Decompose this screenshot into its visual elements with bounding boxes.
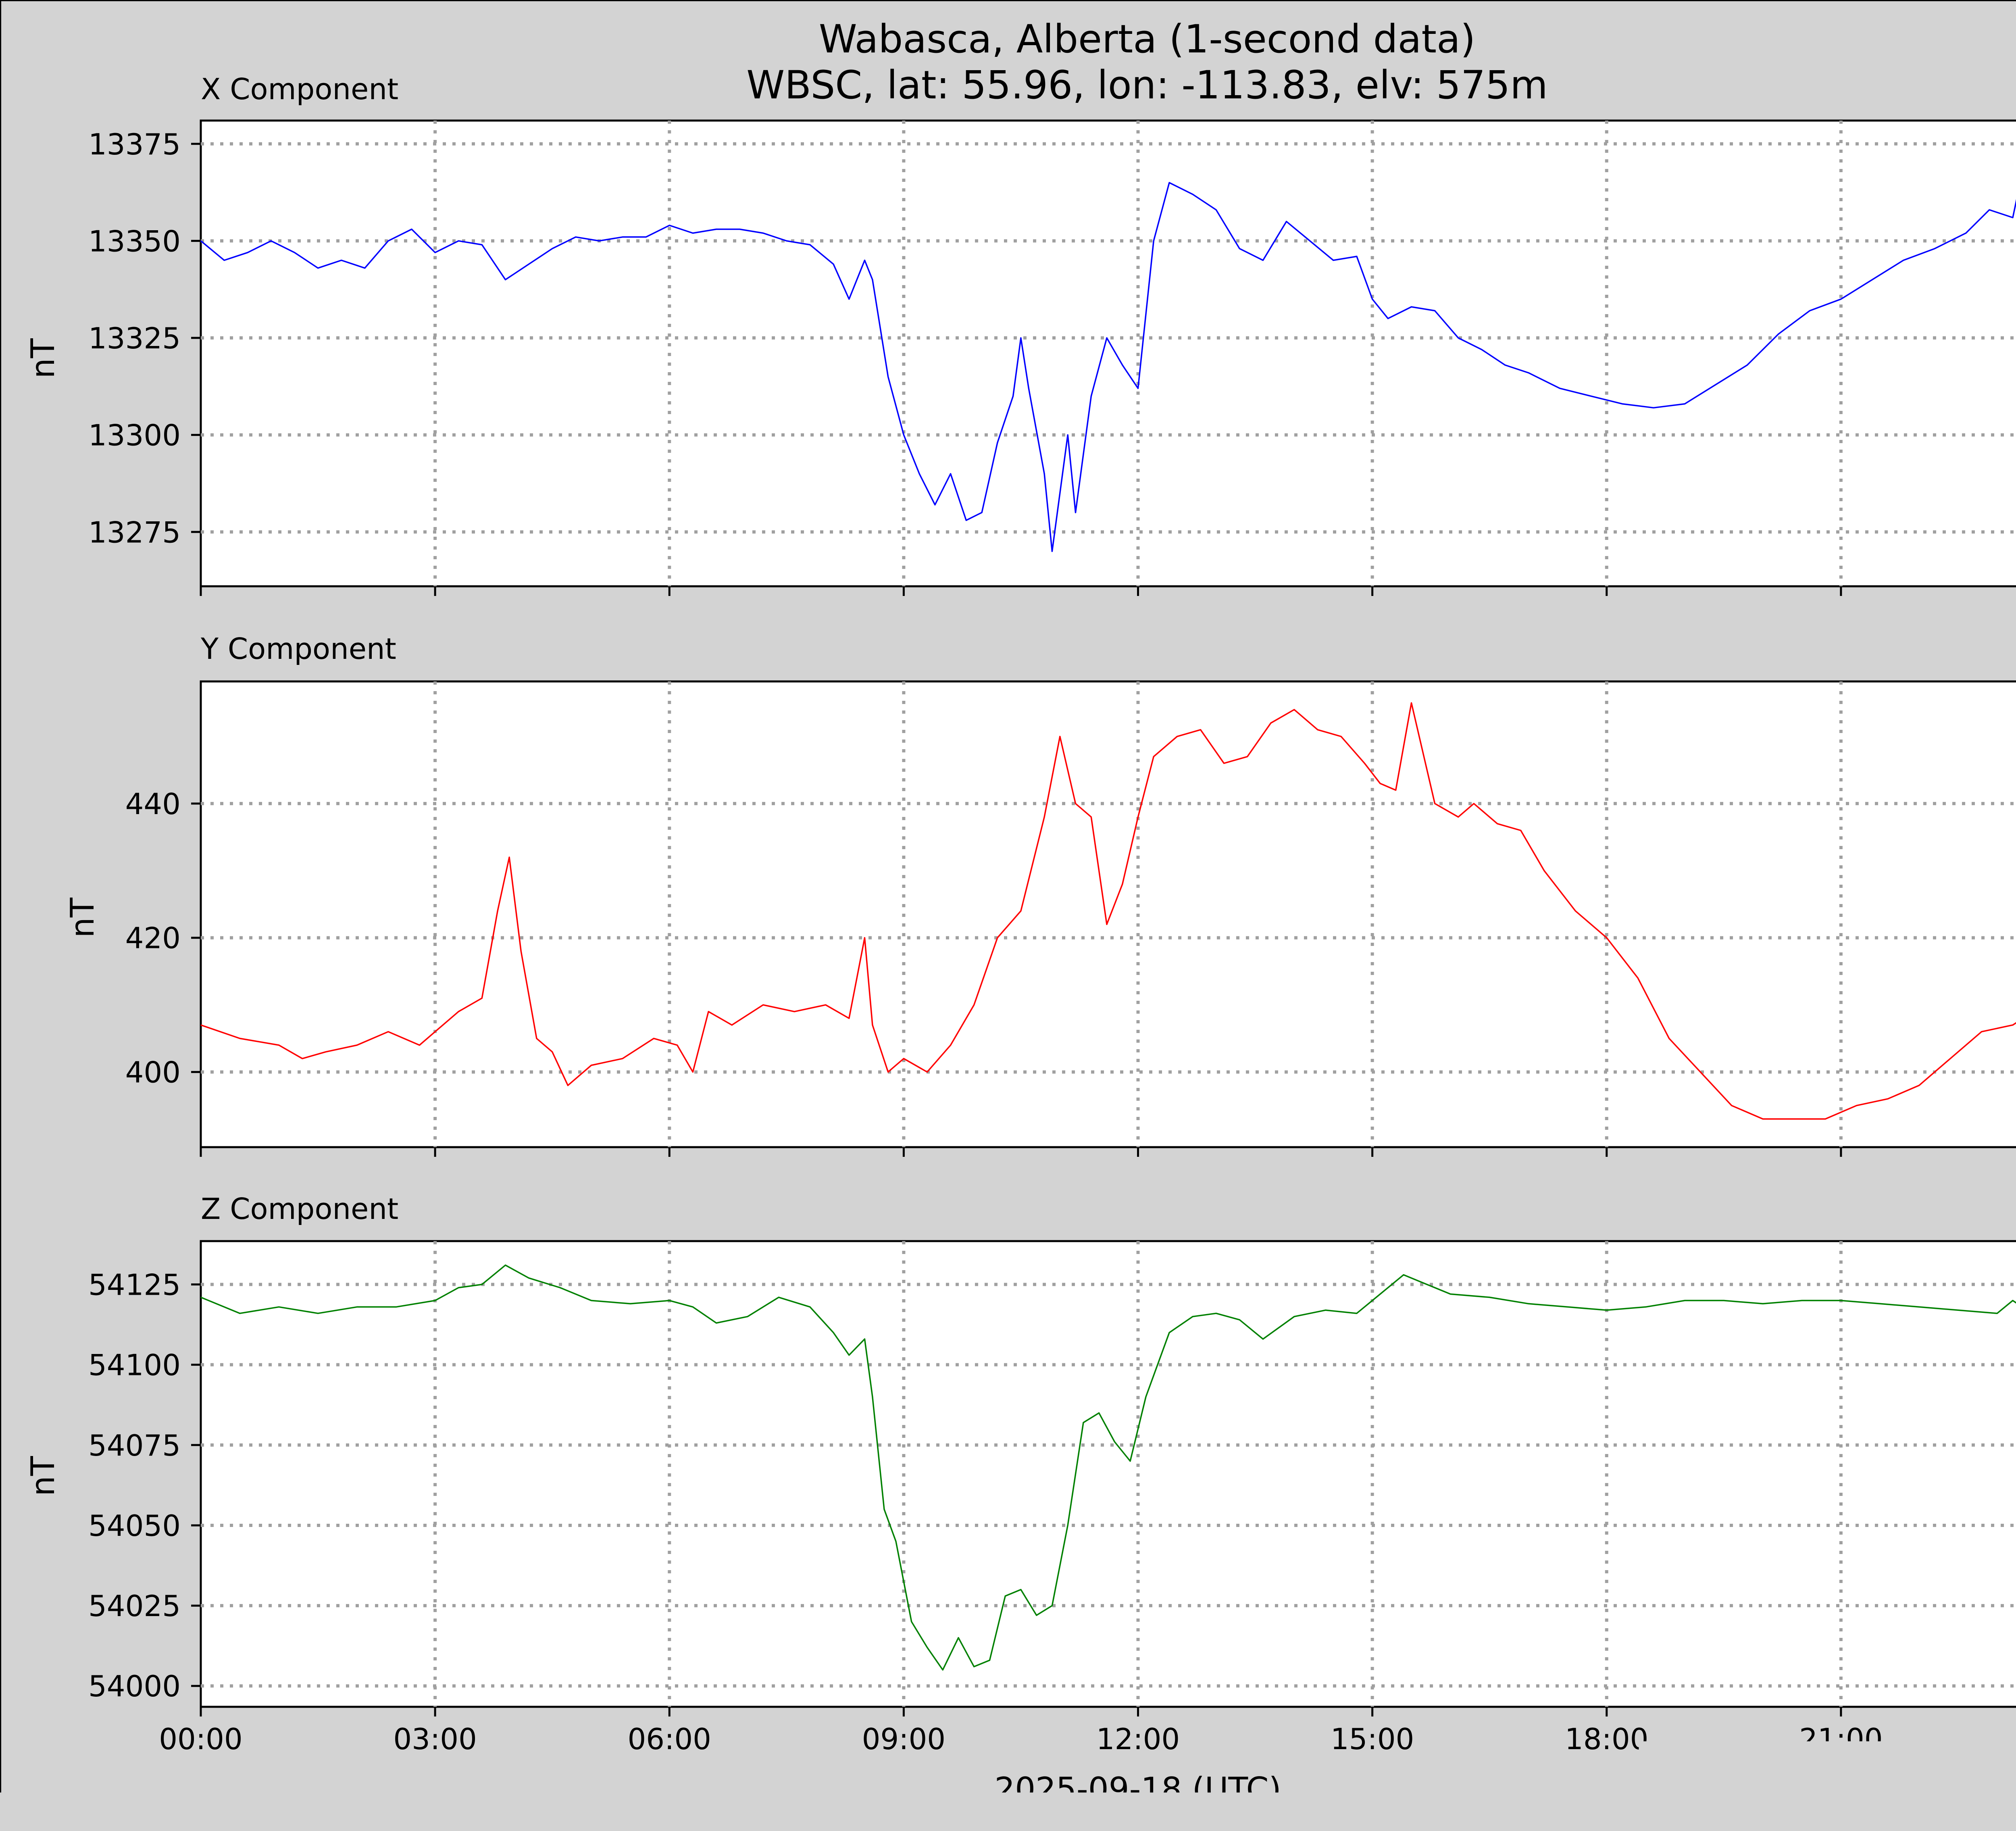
- y-component-ytick-label: 400: [125, 1056, 181, 1089]
- z-component-xtick-label: 12:00: [1096, 1722, 1180, 1756]
- z-component-xtick-label: 15:00: [1331, 1722, 1414, 1756]
- z-component-ylabel: nT: [24, 1456, 62, 1496]
- x-component-panel: X Component nT 13275 13300 13325 13350 13375: [24, 72, 2016, 596]
- y-component-title: Y Component: [200, 632, 396, 666]
- y-component-ytick-label: 440: [125, 787, 181, 821]
- z-component-ytick-label: 54100: [88, 1348, 181, 1382]
- x-component-plot-area: [201, 121, 2016, 586]
- z-component-xtick-label: 21:00: [1799, 1722, 1883, 1756]
- z-component-ytick-label: 54075: [88, 1429, 181, 1462]
- x-component-title: X Component: [201, 72, 398, 106]
- z-component-xtick-label: 00:00: [159, 1722, 243, 1756]
- z-component-xtick-label: 03:00: [393, 1722, 477, 1756]
- x-axis-label: 2025-09-18 (UTC): [994, 1771, 1281, 1808]
- y-component-panel: Y Component nT 400 420 440: [64, 632, 2016, 1157]
- z-component-ytick-label: 54025: [88, 1589, 181, 1623]
- x-component-ylabel: nT: [24, 338, 62, 379]
- z-component-xtick-label: 09:00: [862, 1722, 946, 1756]
- x-component-ytick-label: 13275: [88, 515, 181, 549]
- y-component-plot-area: [201, 681, 2016, 1147]
- x-component-ytick-label: 13375: [88, 127, 181, 161]
- z-component-xtick-label: 18:00: [1565, 1722, 1649, 1756]
- z-component-ytick-label: 54050: [88, 1509, 181, 1543]
- x-component-ytick-label: 13300: [88, 419, 181, 452]
- z-component-title: Z Component: [201, 1192, 398, 1226]
- z-component-panel: Z Component nT 00:00 03:00 06:00 09:00 12:00…: [24, 1192, 2016, 1756]
- figure-title-line2: WBSC, lat: 55.96, lon: -113.83, elv: 575…: [746, 62, 1548, 108]
- z-component-ytick-label: 54125: [88, 1268, 181, 1302]
- y-component-ylabel: nT: [64, 897, 101, 938]
- x-component-ytick-label: 13325: [88, 321, 181, 355]
- z-component-ytick-label: 54000: [88, 1669, 181, 1703]
- z-component-xtick-label: 06:00: [628, 1722, 712, 1756]
- x-component-ytick-label: 13350: [88, 224, 181, 258]
- figure-title-line1: Wabasca, Alberta (1-second data): [819, 17, 1476, 62]
- y-component-ytick-label: 420: [125, 921, 181, 955]
- z-component-plot-area: [201, 1241, 2016, 1707]
